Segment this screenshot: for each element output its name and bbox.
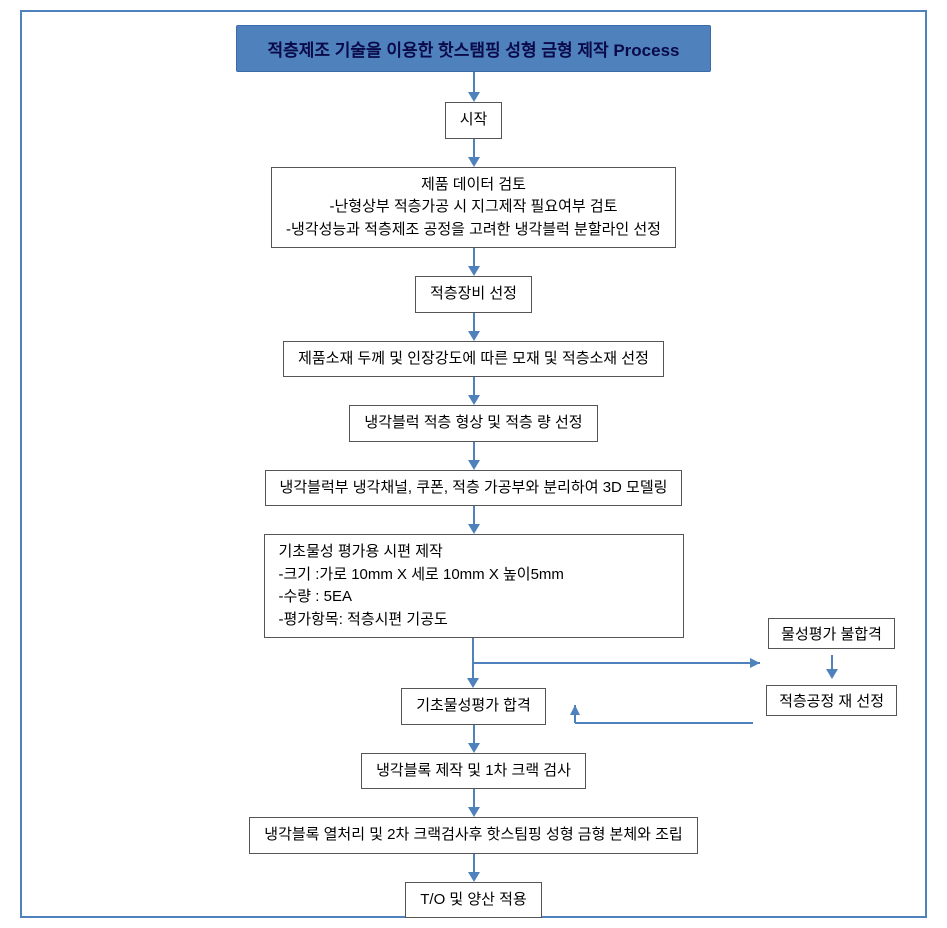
arrow-4: [468, 313, 480, 341]
node-equip: 적층장비 선정: [415, 276, 532, 313]
node-final: T/O 및 양산 적용: [405, 882, 542, 919]
specimen-qty: -수량 : 5EA: [279, 588, 352, 605]
node-review: 제품 데이터 검토 -난형상부 적층가공 시 지그제작 필요여부 검토 -냉각성…: [271, 167, 676, 249]
decision-area: 기초물성평가 합격 물성평가 불합격 적층공정 재 선정: [20, 638, 927, 725]
node-model: 냉각블럭부 냉각채널, 쿠폰, 적층 가공부와 분리하여 3D 모델링: [265, 470, 683, 507]
specimen-item: -평가항목: 적층시편 기공도: [279, 611, 448, 628]
node-reprocess: 적층공정 재 선정: [766, 685, 897, 716]
title-box: 적층제조 기술을 이용한 핫스탬핑 성형 금형 제작 Process: [236, 25, 710, 72]
arrow-6: [468, 442, 480, 470]
review-title: 제품 데이터 검토: [421, 176, 526, 193]
node-start: 시작: [445, 102, 503, 139]
node-specimen: 기초물성 평가용 시편 제작 -크기 :가로 10mm X 세로 10mm X …: [264, 534, 684, 638]
arrow-fail-down: [826, 655, 838, 679]
arrow-1: [468, 72, 480, 102]
arrow-11: [468, 854, 480, 882]
arrow-3: [468, 248, 480, 276]
node-fail: 물성평가 불합격: [768, 618, 895, 649]
node-shape: 냉각블럭 적층 형상 및 적층 량 선정: [349, 405, 597, 442]
node-crack1: 냉각블록 제작 및 1차 크랙 검사: [361, 753, 586, 790]
review-line2: -냉각성능과 적층제조 공정을 고려한 냉각블럭 분할라인 선정: [286, 221, 661, 238]
arrow-8: [467, 638, 479, 688]
specimen-size: -크기 :가로 10mm X 세로 10mm X 높이5mm: [279, 566, 564, 583]
node-crack2: 냉각블록 열처리 및 2차 크랙검사후 핫스팀핑 성형 금형 본체와 조립: [249, 817, 697, 854]
node-pass: 기초물성평가 합격: [401, 688, 546, 725]
arrow-10: [468, 789, 480, 817]
arrow-5: [468, 377, 480, 405]
specimen-title: 기초물성 평가용 시편 제작: [279, 543, 443, 560]
fail-branch: 물성평가 불합격 적층공정 재 선정: [766, 618, 897, 716]
flowchart: 적층제조 기술을 이용한 핫스탬핑 성형 금형 제작 Process 시작 제품…: [20, 10, 927, 918]
arrow-2: [468, 139, 480, 167]
node-material: 제품소재 두께 및 인장강도에 따른 모재 및 적층소재 선정: [283, 341, 664, 378]
arrow-7: [468, 506, 480, 534]
arrow-9: [468, 725, 480, 753]
review-line1: -난형상부 적층가공 시 지그제작 필요여부 검토: [329, 198, 617, 215]
